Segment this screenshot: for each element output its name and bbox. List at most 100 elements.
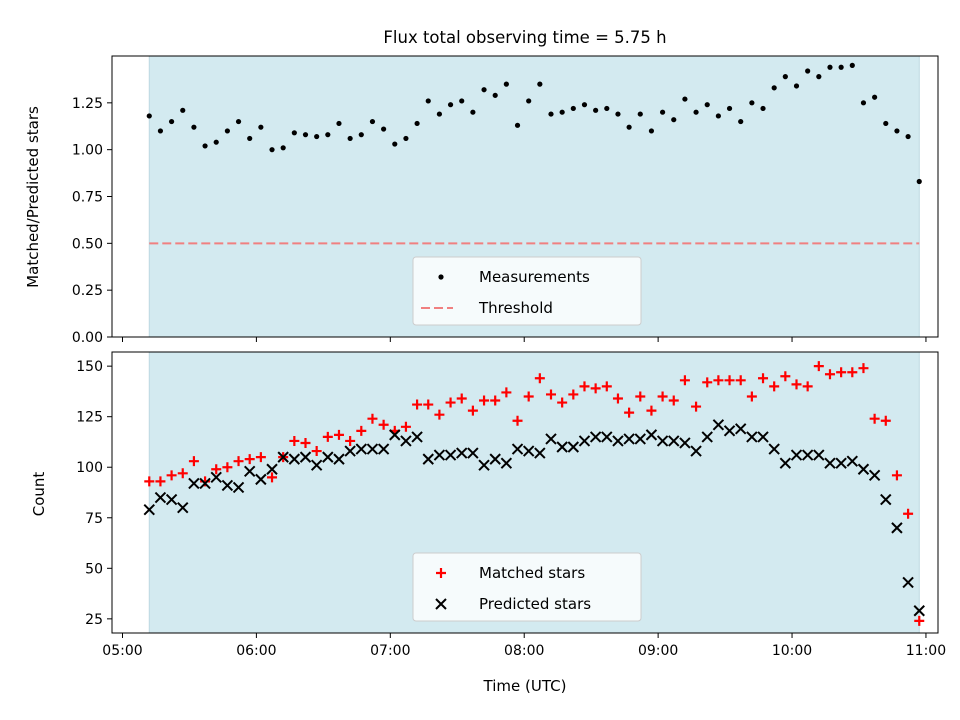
measurement-point [659,109,666,115]
matched-star-point [356,425,367,436]
measurement-point [615,111,621,117]
measurement-point [269,147,275,153]
predicted-star-point [902,576,914,589]
measurement-point [224,128,230,134]
measurement-point [816,74,822,80]
matched-star-point [836,367,847,378]
y-tick-label: 0.25 [72,283,103,299]
matched-star-point [891,470,902,481]
matched-star-point [434,409,445,420]
matched-star-point [289,435,300,446]
predicted-star-point [210,471,222,484]
matched-star-point [188,456,199,467]
measurement-point [838,64,844,70]
predicted-star-point [344,445,356,457]
matched-star-point [679,375,690,386]
predicted-star-point [377,443,390,455]
x-tick-label: 09:00 [638,643,678,659]
predicted-star-point [567,441,580,453]
measurement-point [213,139,219,145]
measurement-point [235,118,242,125]
measurement-point [548,111,554,117]
y-tick-label: 0.00 [72,330,103,346]
matched-star-point [657,391,668,402]
measurement-point [648,128,655,134]
predicted-star-point [143,503,155,516]
predicted-star-point [299,451,312,463]
predicted-star-point [734,423,747,435]
matched-star-point [813,361,824,372]
axes-frame [111,351,939,634]
predicted-star-point [500,457,513,469]
predicted-star-point [857,463,870,475]
predicted-star-point [154,491,167,504]
predicted-star-point [310,459,323,471]
matched-star-point [880,415,891,426]
predicted-star-point [322,451,334,463]
measurement-point [715,113,721,119]
predicted-star-point [277,451,289,463]
matched-star-point [769,381,780,392]
matched-star-point [791,379,802,390]
measurement-point [459,98,465,104]
measurement-point [180,107,186,113]
measurement-point [760,105,766,112]
legend: Matched stars Predicted stars [412,552,642,622]
matched-star-point [903,508,914,519]
predicted-star-point [589,431,602,443]
matched-star-point [534,373,545,384]
measurement-point [704,102,710,108]
matched-star-point [746,391,757,402]
matched-star-point [322,431,333,442]
matched-star-point [858,363,869,374]
predicted-star-point [891,522,903,534]
predicted-star-point [456,447,468,459]
measurement-point [447,102,454,108]
measurement-point [793,83,800,89]
predicted-star-point [656,435,669,447]
measurement-point [347,135,353,142]
legend-marker-x [435,598,447,610]
x-tick-label: 08:00 [504,643,544,659]
measurement-point [325,132,331,138]
x-tick-label: 11:00 [906,643,946,659]
y-tick-label: 100 [76,460,103,476]
measurement-point [302,132,309,138]
matched-star-point [702,377,713,388]
measurement-point [671,117,677,123]
measurement-point [492,92,498,98]
predicted-star-point [913,605,925,617]
y-tick-label: 150 [76,359,103,375]
measurement-point [336,120,342,127]
measurement-point [247,135,253,142]
predicted-star-point [433,449,446,461]
matched-star-point [847,367,858,378]
matched-star-point [211,464,222,475]
predicted-star-point [578,435,591,447]
measurement-point [258,124,264,130]
x-tick-label: 10:00 [772,643,812,659]
series-matched-stars [144,361,925,626]
predicted-star-point [612,435,624,447]
predicted-star-point [188,477,200,490]
matched-star-point [557,397,568,408]
matched-star-point [378,419,389,430]
y-tick-label: 25 [85,612,103,628]
predicted-star-point [489,453,501,465]
measurement-point [168,118,175,125]
matched-star-point [668,395,679,406]
predicted-star-point [255,473,267,486]
measurement-point [738,118,744,125]
predicted-star-point [511,443,524,455]
matched-star-point [624,407,635,418]
measurement-point [481,87,487,93]
predicted-star-point [601,431,613,443]
predicted-star-point [522,445,535,457]
predicted-star-point [746,431,758,443]
matched-star-point [255,452,266,463]
predicted-star-point [790,449,803,461]
y-tick-label: 75 [85,511,103,527]
chart-title: Flux total observing time = 5.75 h [383,28,666,47]
predicted-star-point [389,429,401,441]
